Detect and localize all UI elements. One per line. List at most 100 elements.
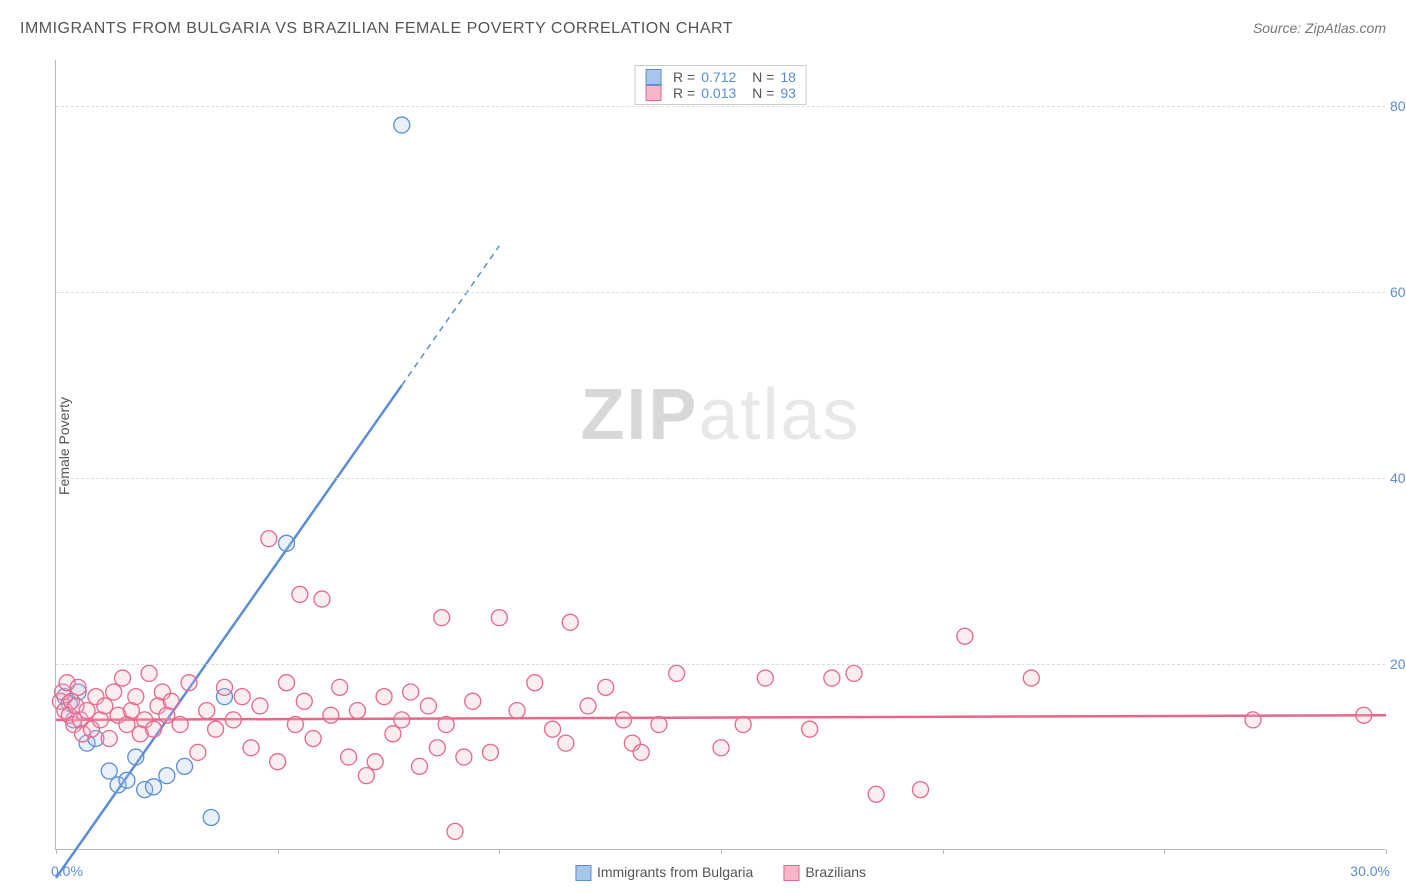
data-point-brazilians [456, 749, 472, 765]
legend-swatch-icon [575, 865, 591, 881]
gridline [56, 664, 1385, 665]
data-point-bulgaria [128, 749, 144, 765]
data-point-brazilians [394, 712, 410, 728]
data-point-bulgaria [203, 809, 219, 825]
data-point-brazilians [252, 698, 268, 714]
data-point-brazilians [314, 591, 330, 607]
data-point-brazilians [141, 665, 157, 681]
source-attribution: Source: ZipAtlas.com [1253, 20, 1386, 36]
legend-label: Brazilians [805, 864, 866, 880]
data-point-brazilians [735, 717, 751, 733]
data-point-brazilians [70, 679, 86, 695]
data-point-bulgaria [146, 779, 162, 795]
data-point-brazilians [598, 679, 614, 695]
chart-container: IMMIGRANTS FROM BULGARIA VS BRAZILIAN FE… [0, 0, 1406, 892]
data-point-brazilians [527, 675, 543, 691]
data-point-brazilians [385, 726, 401, 742]
data-point-brazilians [190, 744, 206, 760]
x-origin-label: 0.0% [51, 863, 83, 879]
gridline [56, 478, 1385, 479]
x-tick-mark [721, 849, 722, 854]
y-tick-label: 40.0% [1390, 470, 1406, 486]
data-point-bulgaria [394, 117, 410, 133]
data-point-brazilians [292, 586, 308, 602]
r-prefix: R = [673, 85, 695, 101]
data-point-brazilians [323, 707, 339, 723]
x-max-label: 30.0% [1350, 863, 1390, 879]
data-point-brazilians [332, 679, 348, 695]
data-point-brazilians [420, 698, 436, 714]
data-point-bulgaria [159, 768, 175, 784]
x-tick-mark [56, 849, 57, 854]
data-point-brazilians [846, 665, 862, 681]
data-point-brazilians [713, 740, 729, 756]
data-point-brazilians [509, 703, 525, 719]
data-point-brazilians [115, 670, 131, 686]
data-point-brazilians [438, 717, 454, 733]
y-tick-label: 60.0% [1390, 284, 1406, 300]
data-point-brazilians [447, 823, 463, 839]
legend-swatch-icon [645, 85, 661, 101]
data-point-brazilians [545, 721, 561, 737]
data-point-brazilians [243, 740, 259, 756]
data-point-brazilians [349, 703, 365, 719]
data-point-brazilians [429, 740, 445, 756]
r-value: 0.712 [701, 69, 736, 85]
data-point-brazilians [358, 768, 374, 784]
data-point-brazilians [491, 610, 507, 626]
n-value: 93 [780, 85, 796, 101]
data-point-brazilians [216, 679, 232, 695]
r-prefix: R = [673, 69, 695, 85]
data-point-brazilians [669, 665, 685, 681]
data-point-brazilians [465, 693, 481, 709]
data-point-brazilians [615, 712, 631, 728]
chart-svg [56, 60, 1385, 849]
corr-legend-row-bulgaria: R = 0.712 N = 18 [645, 69, 796, 85]
data-point-brazilians [558, 735, 574, 751]
data-point-brazilians [146, 721, 162, 737]
legend-item-brazilians: Brazilians [783, 864, 866, 881]
data-point-brazilians [101, 730, 117, 746]
chart-title: IMMIGRANTS FROM BULGARIA VS BRAZILIAN FE… [20, 20, 733, 38]
x-tick-mark [1386, 849, 1387, 854]
gridline [56, 292, 1385, 293]
data-point-brazilians [261, 531, 277, 547]
data-point-brazilians [106, 684, 122, 700]
data-point-brazilians [270, 754, 286, 770]
y-tick-label: 80.0% [1390, 98, 1406, 114]
x-tick-mark [278, 849, 279, 854]
n-value: 18 [780, 69, 796, 85]
data-point-brazilians [868, 786, 884, 802]
trend-line-bulgaria [56, 385, 402, 878]
gridline [56, 106, 1385, 107]
data-point-brazilians [172, 717, 188, 733]
n-prefix: N = [752, 69, 774, 85]
data-point-brazilians [163, 693, 179, 709]
data-point-brazilians [824, 670, 840, 686]
data-point-brazilians [367, 754, 383, 770]
data-point-brazilians [305, 730, 321, 746]
plot-area: ZIPatlas R = 0.712 N = 18R = 0.013 N = 9… [55, 60, 1385, 850]
data-point-brazilians [757, 670, 773, 686]
data-point-brazilians [651, 717, 667, 733]
trend-line-dash-bulgaria [402, 246, 500, 385]
data-point-bulgaria [101, 763, 117, 779]
data-point-brazilians [208, 721, 224, 737]
x-tick-mark [1164, 849, 1165, 854]
data-point-brazilians [403, 684, 419, 700]
data-point-bulgaria [279, 535, 295, 551]
data-point-brazilians [1245, 712, 1261, 728]
x-tick-mark [499, 849, 500, 854]
data-point-brazilians [957, 628, 973, 644]
data-point-bulgaria [177, 758, 193, 774]
n-prefix: N = [752, 85, 774, 101]
data-point-brazilians [1023, 670, 1039, 686]
data-point-brazilians [633, 744, 649, 760]
data-point-brazilians [341, 749, 357, 765]
data-point-brazilians [913, 782, 929, 798]
data-point-brazilians [434, 610, 450, 626]
data-point-brazilians [580, 698, 596, 714]
x-tick-mark [943, 849, 944, 854]
legend-item-bulgaria: Immigrants from Bulgaria [575, 864, 753, 881]
data-point-brazilians [199, 703, 215, 719]
